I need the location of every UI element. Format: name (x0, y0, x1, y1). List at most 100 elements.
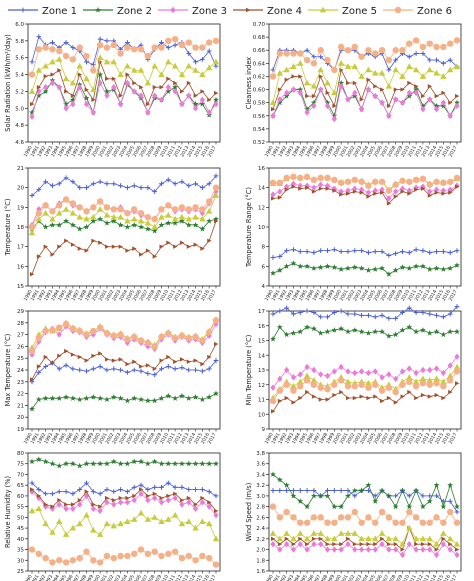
series-line (31, 187, 217, 228)
data-point (77, 498, 83, 503)
data-point (111, 366, 117, 372)
data-point (303, 377, 311, 384)
data-point (427, 546, 433, 553)
data-point (96, 206, 104, 212)
data-point (110, 41, 117, 49)
x-tick-label: 2009 (152, 289, 163, 302)
data-point (454, 353, 460, 360)
data-point (303, 535, 311, 542)
data-point (186, 495, 192, 501)
data-point (304, 47, 310, 53)
x-tick-label: 2005 (366, 574, 377, 581)
data-point (199, 225, 206, 232)
data-point (310, 265, 317, 271)
data-point (207, 97, 212, 103)
data-point (386, 541, 392, 547)
data-point (178, 71, 186, 77)
data-point (179, 365, 185, 371)
data-point (63, 105, 69, 112)
data-point (36, 369, 42, 375)
legend-label: Zone 4 (267, 6, 302, 17)
series-line (31, 218, 217, 232)
x-tick-label: 1998 (318, 289, 329, 302)
data-point (399, 264, 406, 270)
data-point (199, 215, 206, 222)
data-point (393, 315, 399, 321)
data-point (56, 202, 63, 209)
series-line (272, 249, 458, 258)
x-tick-label: 2012 (414, 432, 425, 445)
data-point (331, 503, 338, 510)
data-point (297, 86, 304, 93)
x-tick-label: 2011 (407, 432, 418, 445)
data-point (29, 458, 35, 465)
data-point (378, 508, 386, 516)
data-point (76, 327, 83, 335)
data-point (83, 395, 90, 401)
data-point (212, 535, 220, 542)
data-point (269, 397, 277, 405)
series-zone-4 (271, 525, 460, 552)
x-tick-label: 1991 (270, 432, 281, 445)
x-tick-label: 2016 (441, 432, 452, 445)
data-point (35, 396, 42, 403)
y-tick-label: 4.6 (15, 140, 24, 146)
data-point (158, 518, 165, 525)
data-point (290, 514, 297, 521)
data-point (205, 329, 213, 336)
x-tick-label: 2008 (145, 145, 156, 158)
data-point (56, 462, 63, 469)
data-point (290, 86, 297, 93)
data-point (386, 201, 392, 206)
data-point (386, 315, 392, 321)
data-point (365, 379, 372, 386)
data-point (446, 40, 454, 47)
data-point (42, 88, 49, 94)
x-tick-label: 2004 (118, 574, 129, 581)
data-point (427, 541, 433, 547)
data-point (103, 44, 111, 51)
data-point (131, 221, 138, 228)
data-point (331, 112, 338, 119)
series-line (31, 60, 217, 106)
data-point (171, 215, 179, 222)
data-point (393, 188, 399, 195)
data-point (83, 548, 90, 555)
x-tick-label: 2011 (407, 145, 418, 158)
data-point (62, 531, 70, 537)
data-point (283, 263, 290, 269)
data-point (352, 369, 358, 377)
data-point (337, 179, 345, 186)
y-tick-label: 4 (262, 284, 266, 290)
x-tick-label: 2011 (166, 289, 177, 302)
x-tick-label: 2008 (386, 574, 397, 581)
data-point (165, 58, 172, 65)
data-point (138, 396, 144, 403)
y-tick-label: 75 (17, 462, 24, 468)
data-point (165, 37, 172, 45)
data-point (138, 185, 144, 191)
data-point (345, 488, 351, 493)
chart-panel: 1920212223242526272829199019911992199319… (4, 309, 221, 445)
data-point (406, 265, 413, 271)
series-line (272, 543, 458, 556)
data-point (303, 173, 311, 181)
data-point (351, 63, 358, 70)
data-point (104, 460, 110, 467)
x-tick-label: 1995 (57, 574, 68, 581)
data-point (179, 240, 185, 245)
data-point (199, 518, 206, 525)
data-point (270, 191, 276, 198)
data-point (214, 218, 219, 224)
data-point (96, 198, 104, 205)
x-tick-label: 2015 (193, 432, 204, 445)
series-zone-5 (28, 54, 220, 94)
data-point (290, 260, 297, 266)
data-point (131, 183, 137, 189)
x-tick-label: 1991 (270, 574, 281, 581)
x-tick-label: 1999 (84, 432, 95, 445)
data-point (399, 73, 406, 79)
data-point (270, 255, 276, 260)
data-point (406, 503, 413, 510)
